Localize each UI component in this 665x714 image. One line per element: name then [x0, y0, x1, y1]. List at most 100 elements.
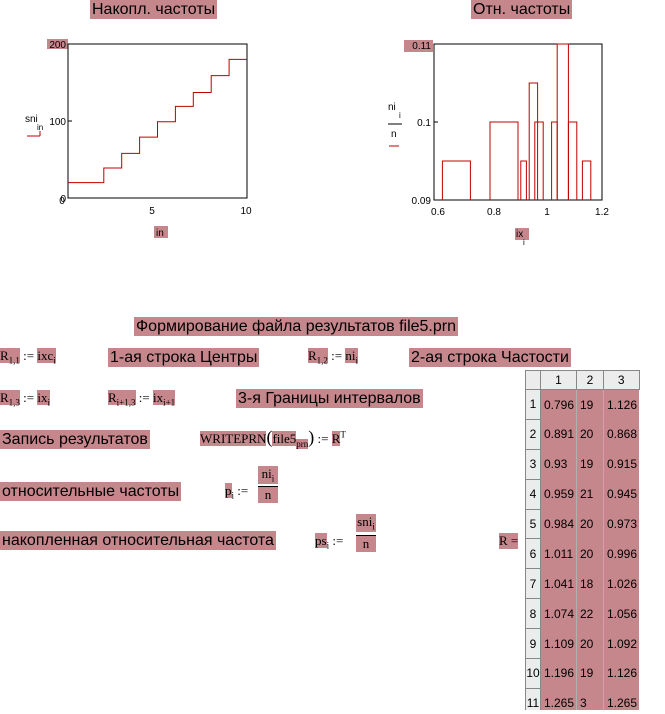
x-tick-label: 1: [544, 207, 550, 218]
row-header[interactable]: 3: [525, 448, 541, 480]
table-row: 7 1.041 18 1.026: [525, 568, 639, 600]
matrix-cell[interactable]: 20: [576, 419, 604, 450]
matrix-cell[interactable]: 1.056: [603, 598, 639, 629]
matrix-cell[interactable]: 0.973: [603, 509, 639, 539]
bar: [520, 160, 527, 200]
matrix-cell[interactable]: 0.984: [540, 509, 577, 539]
cumulative-ps-assign[interactable]: psi :=: [315, 533, 343, 551]
var-p: p: [225, 483, 232, 498]
relative-p-assign[interactable]: pi :=: [225, 483, 248, 501]
matrix-cell[interactable]: 1.074: [540, 598, 577, 629]
var-ix: ix: [152, 390, 164, 405]
row-header[interactable]: 10: [525, 658, 541, 689]
row-header[interactable]: 9: [525, 628, 541, 660]
assign-ri13[interactable]: Ri+1,3 := ixi+1: [108, 390, 176, 408]
row-header[interactable]: 6: [525, 538, 541, 570]
col-header: 2: [576, 370, 604, 390]
label-write: Запись результатов: [0, 430, 150, 449]
row-header[interactable]: 5: [525, 508, 541, 540]
matrix-cell[interactable]: 20: [576, 538, 604, 569]
matrix-cell[interactable]: 21: [576, 479, 604, 510]
assign-r11[interactable]: R1,1 := ixci: [0, 348, 56, 366]
var-r: R: [0, 348, 9, 363]
col-header: 1: [540, 370, 577, 390]
assign-op: :=: [332, 533, 344, 548]
row-header[interactable]: 11: [525, 687, 541, 710]
subscript: 1,1: [8, 355, 20, 366]
matrix-cell[interactable]: 1.265: [540, 688, 577, 710]
assign-r12[interactable]: R1,2 := nii: [308, 348, 359, 366]
subscript: i: [326, 540, 330, 551]
var-ixc: ixc: [37, 348, 54, 363]
y-tick-label: 0.09: [412, 196, 432, 207]
matrix-cell[interactable]: 1.109: [540, 628, 577, 659]
subscript: i: [47, 397, 51, 408]
var-ps: ps: [315, 533, 327, 548]
matrix-cell[interactable]: 1.092: [603, 628, 639, 659]
y-axis-label: sni: [25, 114, 38, 125]
var-r: R: [308, 348, 317, 363]
y-tick-label: 100: [49, 117, 66, 128]
matrix-cell[interactable]: 20: [576, 628, 604, 659]
matrix-cell[interactable]: 1.265: [603, 688, 639, 710]
matrix-cell[interactable]: 0.796: [540, 389, 577, 420]
y-tick-label: 0.1: [417, 118, 431, 129]
col-header: 3: [603, 370, 640, 390]
table-row: 4 0.959 21 0.945: [525, 478, 639, 510]
assign-r13[interactable]: R1,3 := ixi: [0, 390, 51, 408]
matrix-cell[interactable]: 1.011: [540, 538, 577, 569]
var-ix: ix: [37, 390, 48, 405]
bar: [551, 121, 558, 200]
matrix-cell[interactable]: 3: [576, 688, 604, 710]
chart-right-title: Отн. частоты: [471, 0, 573, 19]
table-row: 6 1.011 20 0.996: [525, 538, 639, 570]
row-header[interactable]: 7: [525, 568, 541, 600]
matrix-cell[interactable]: 1.026: [603, 568, 639, 599]
file-var: file5: [272, 431, 297, 446]
assign-op: :=: [237, 483, 249, 498]
paren-close: ): [308, 427, 315, 447]
x-tick-label: 0: [59, 196, 65, 207]
assign-op: :=: [23, 390, 35, 405]
matrix-cell[interactable]: 0.891: [540, 419, 577, 450]
y-tick-label: 0: [60, 194, 66, 205]
matrix-cell[interactable]: 19: [576, 449, 604, 480]
chart-right[interactable]: 0.11 0.1 0.09 0.6 0.8 1 1.2 ni i n ix i: [380, 38, 660, 253]
matrix-cell[interactable]: 1.196: [540, 658, 577, 689]
write-expression[interactable]: WRITEPRN(file5prn) := RT: [200, 427, 346, 449]
label-cumulative: накопленная относительная частота: [0, 531, 276, 550]
label-row1: 1-ая строка Центры: [108, 348, 260, 367]
row-header[interactable]: 1: [525, 389, 541, 420]
superscript: T: [340, 429, 346, 440]
subscript: i+1,3: [116, 397, 136, 408]
matrix-cell[interactable]: 0.868: [603, 419, 639, 450]
matrix-cell[interactable]: 20: [576, 509, 604, 539]
matrix-cell[interactable]: 0.945: [603, 479, 639, 510]
matrix-cell[interactable]: 0.959: [540, 479, 577, 510]
matrix-cell[interactable]: 0.996: [603, 538, 639, 569]
matrix-cell[interactable]: 0.93: [540, 449, 577, 480]
x-tick-label: 10: [240, 206, 252, 217]
matrix-cell[interactable]: 18: [576, 568, 604, 599]
matrix-cell[interactable]: 0.915: [603, 449, 639, 480]
matrix-cell[interactable]: 19: [576, 389, 604, 420]
matrix-cell[interactable]: 22: [576, 598, 604, 629]
result-matrix[interactable]: 1 2 3 1 0.796 19 1.126 2 0.891 20 0.868 3 0.93 19 0…: [525, 370, 661, 710]
row-header[interactable]: 8: [525, 598, 541, 630]
x-tick-label: 5: [149, 206, 155, 217]
y-axis-label-den: n: [391, 129, 397, 140]
matrix-cell[interactable]: 1.041: [540, 568, 577, 599]
row-header[interactable]: 2: [525, 418, 541, 450]
subscript: i: [355, 355, 359, 366]
y-tick-label: 200: [49, 40, 66, 51]
matrix-cell[interactable]: 1.126: [603, 658, 639, 689]
bar: [556, 43, 569, 200]
matrix-cell[interactable]: 1.126: [603, 389, 639, 420]
matrix-cell[interactable]: 19: [576, 658, 604, 689]
row-header[interactable]: 4: [525, 478, 541, 510]
table-row: 10 1.196 19 1.126: [525, 658, 639, 689]
subscript: i+1: [163, 397, 176, 408]
chart-left[interactable]: 200 100 0 5 10 0 sni in in: [0, 38, 260, 248]
assign-op: :=: [317, 431, 329, 446]
y-tick-bg: [47, 39, 68, 49]
